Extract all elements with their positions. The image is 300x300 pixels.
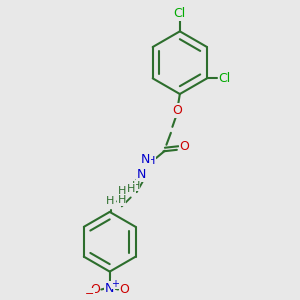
- Text: O: O: [172, 104, 182, 117]
- Text: H: H: [147, 156, 156, 166]
- Text: Cl: Cl: [174, 7, 186, 20]
- Text: H: H: [127, 184, 136, 194]
- Text: N: N: [105, 281, 114, 295]
- Text: H: H: [106, 196, 114, 206]
- Text: −: −: [85, 289, 94, 299]
- Text: N: N: [141, 154, 150, 166]
- Text: O: O: [120, 283, 130, 296]
- Text: H: H: [118, 186, 127, 196]
- Text: O: O: [90, 283, 100, 296]
- Text: H: H: [131, 181, 140, 191]
- Text: O: O: [179, 140, 189, 153]
- Text: Cl: Cl: [218, 72, 230, 85]
- Text: N: N: [136, 168, 146, 181]
- Text: H: H: [118, 195, 126, 205]
- Text: +: +: [111, 278, 119, 289]
